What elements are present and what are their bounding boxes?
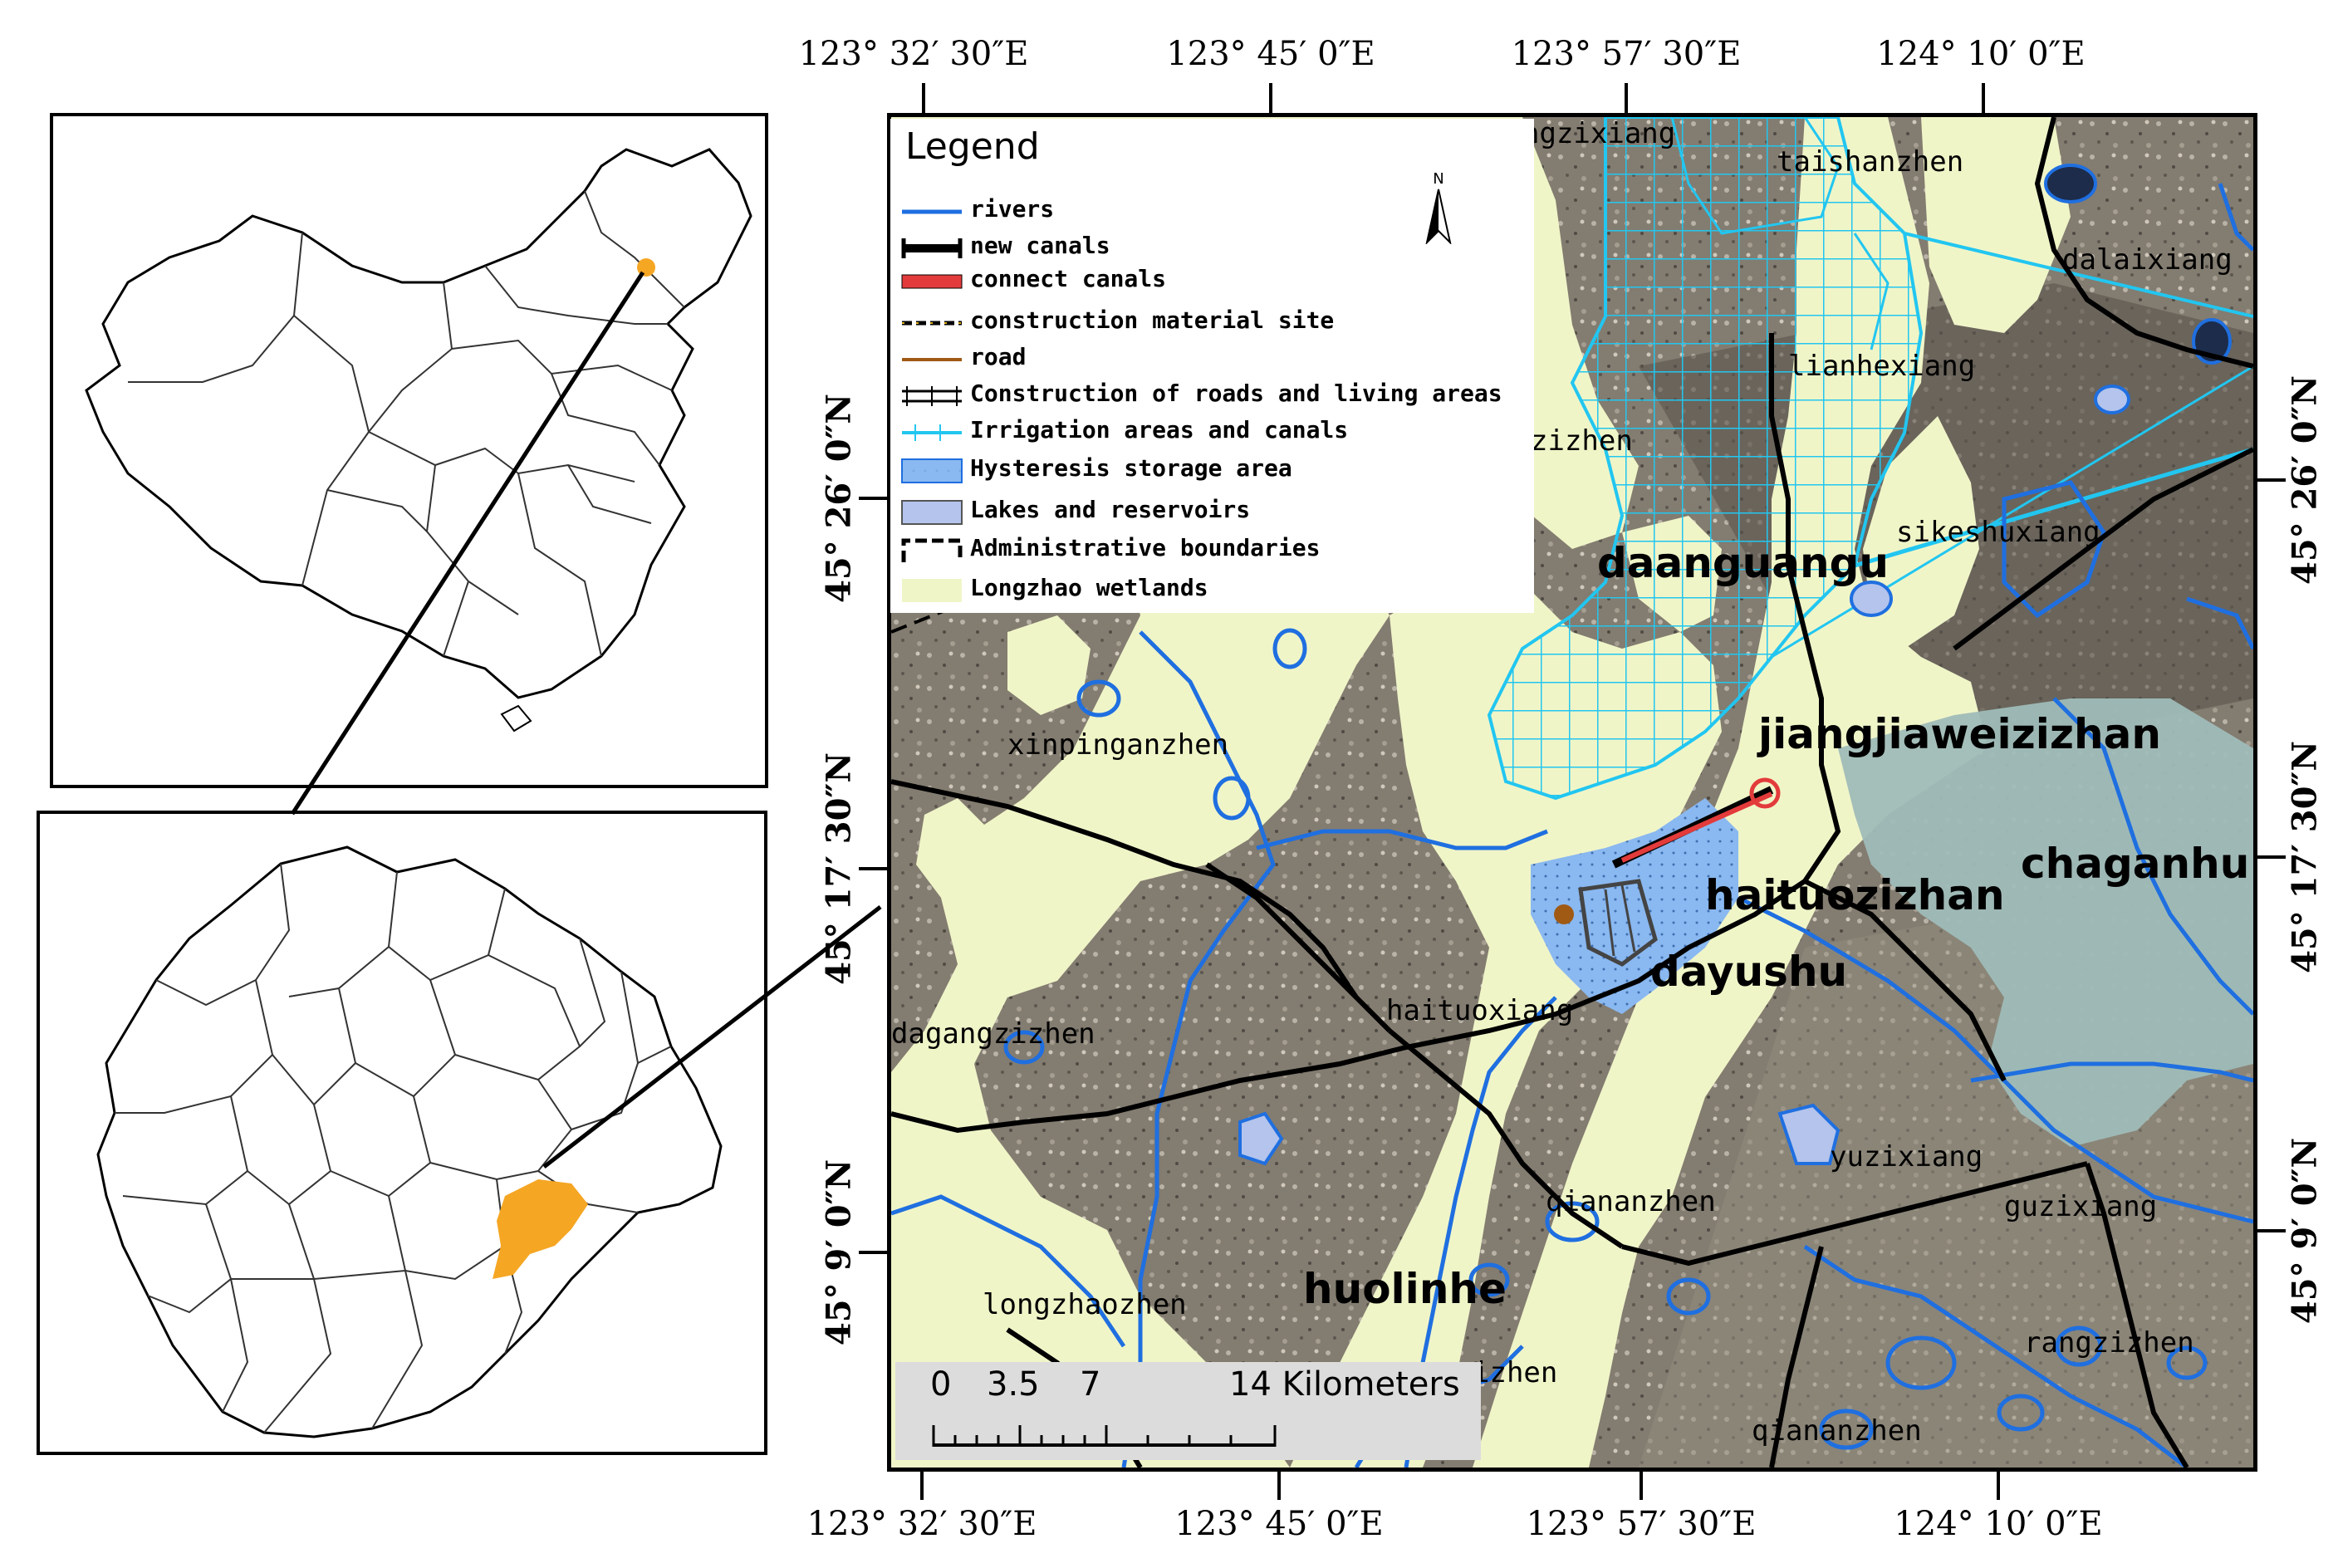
place-label: sikeshuxiang [1896,516,2100,549]
legend-item-irrigation: Irrigation areas and canals [902,416,1349,443]
legend-title: Legend [905,125,1040,168]
longitude-label: 123° 45′ 0″E [1174,1505,1384,1543]
place-label: daanguangu [1597,539,1889,587]
connect-canal [1620,791,1773,863]
scale-tick-label: 7 [1080,1365,1101,1404]
longitude-label: 124° 10′ 0″E [1876,35,2086,73]
scale-tick-label: 3.5 [987,1365,1040,1404]
longitude-label: 123° 32′ 30″E [798,35,1029,73]
place-label: xinpinganzhen [1007,728,1229,762]
latitude-label: 45° 9′ 0″N [2285,1137,2325,1325]
place-label: izhen [1473,1356,1558,1389]
place-label: huolinhe [1303,1265,1507,1313]
place-label: dalaixiang [2062,243,2233,277]
irrigation-areas [1487,117,2253,801]
legend-item-storage: Hysteresis storage area [899,453,1530,489]
place-label: dagangzizhen [891,1017,1095,1051]
china-outline [85,148,752,699]
legend-item-lakes: Lakes and reservoirs [899,494,1530,531]
legend-item-admin-boundaries: Administrative boundaries [899,532,1530,569]
legend-item-rivers: rivers [902,195,1055,223]
province-outline [96,845,723,1438]
place-label: jiangjiaweizizhan [1758,710,2161,758]
longitude-label: 123° 32′ 30″E [806,1505,1037,1543]
legend-item-wetlands: Longzhao wetlands [899,572,1530,609]
place-label: dayushu [1650,948,1848,996]
longitude-label: 123° 45′ 0″E [1166,35,1375,73]
construction-material-site [1554,904,1574,924]
latitude-label: 45° 17′ 30″N [2285,741,2325,973]
longitude-label: 123° 57′ 30″E [1511,35,1742,73]
place-label: haituoxiang [1386,994,1574,1027]
place-label: taishanzhen [1777,145,1964,179]
chaganhu-lake [1838,698,2253,1147]
legend-item-connect-canals: connect canals [899,263,1530,300]
longitude-label: 124° 10′ 0″E [1894,1505,2103,1543]
latitude-label: 45° 17′ 30″N [819,752,859,985]
scale-bar: 0 3.5 7 14 Kilometers [895,1362,1481,1460]
hysteresis-storage-area [1531,798,1738,1014]
place-label: chaganhu [2021,840,2250,888]
latitude-label: 45° 26′ 0″N [2285,375,2325,585]
china-inset-map [50,113,768,788]
province-inset-map [37,811,767,1455]
north-arrow-icon: N [1422,170,1455,245]
scale-tick-label: 14 Kilometers [1229,1365,1460,1404]
construction-area [1578,879,1658,967]
legend-item-material-site: construction material site [902,306,1335,334]
scale-tick-label: 0 [930,1365,952,1404]
legend-item-road: road [902,343,1027,370]
place-label: lianhexiang [1788,350,1976,383]
place-label: ngzixiang [1522,117,1676,150]
place-label: qiananzhen [1752,1414,1922,1448]
place-label: zizhen [1531,424,1633,458]
study-area-region [493,1179,588,1279]
latitude-label: 45° 9′ 0″N [819,1159,859,1346]
place-label: rangzizhen [2024,1326,2194,1360]
place-label: qiananzhen [1546,1185,1716,1218]
place-label: yuzixiang [1830,1140,1983,1174]
legend-item-new-canals: new canals [901,232,1110,259]
place-label: longzhaozhen [983,1288,1187,1321]
legend-item-construction: Construction of roads and living areas [902,380,1502,407]
longitude-label: 123° 57′ 30″E [1526,1505,1757,1543]
place-label: guzixiang [2004,1190,2158,1223]
map-legend: Legend N rivers new canals connect canal… [890,119,1534,613]
place-label: haituozizhan [1705,871,2005,919]
latitude-label: 45° 26′ 0″N [819,394,859,603]
